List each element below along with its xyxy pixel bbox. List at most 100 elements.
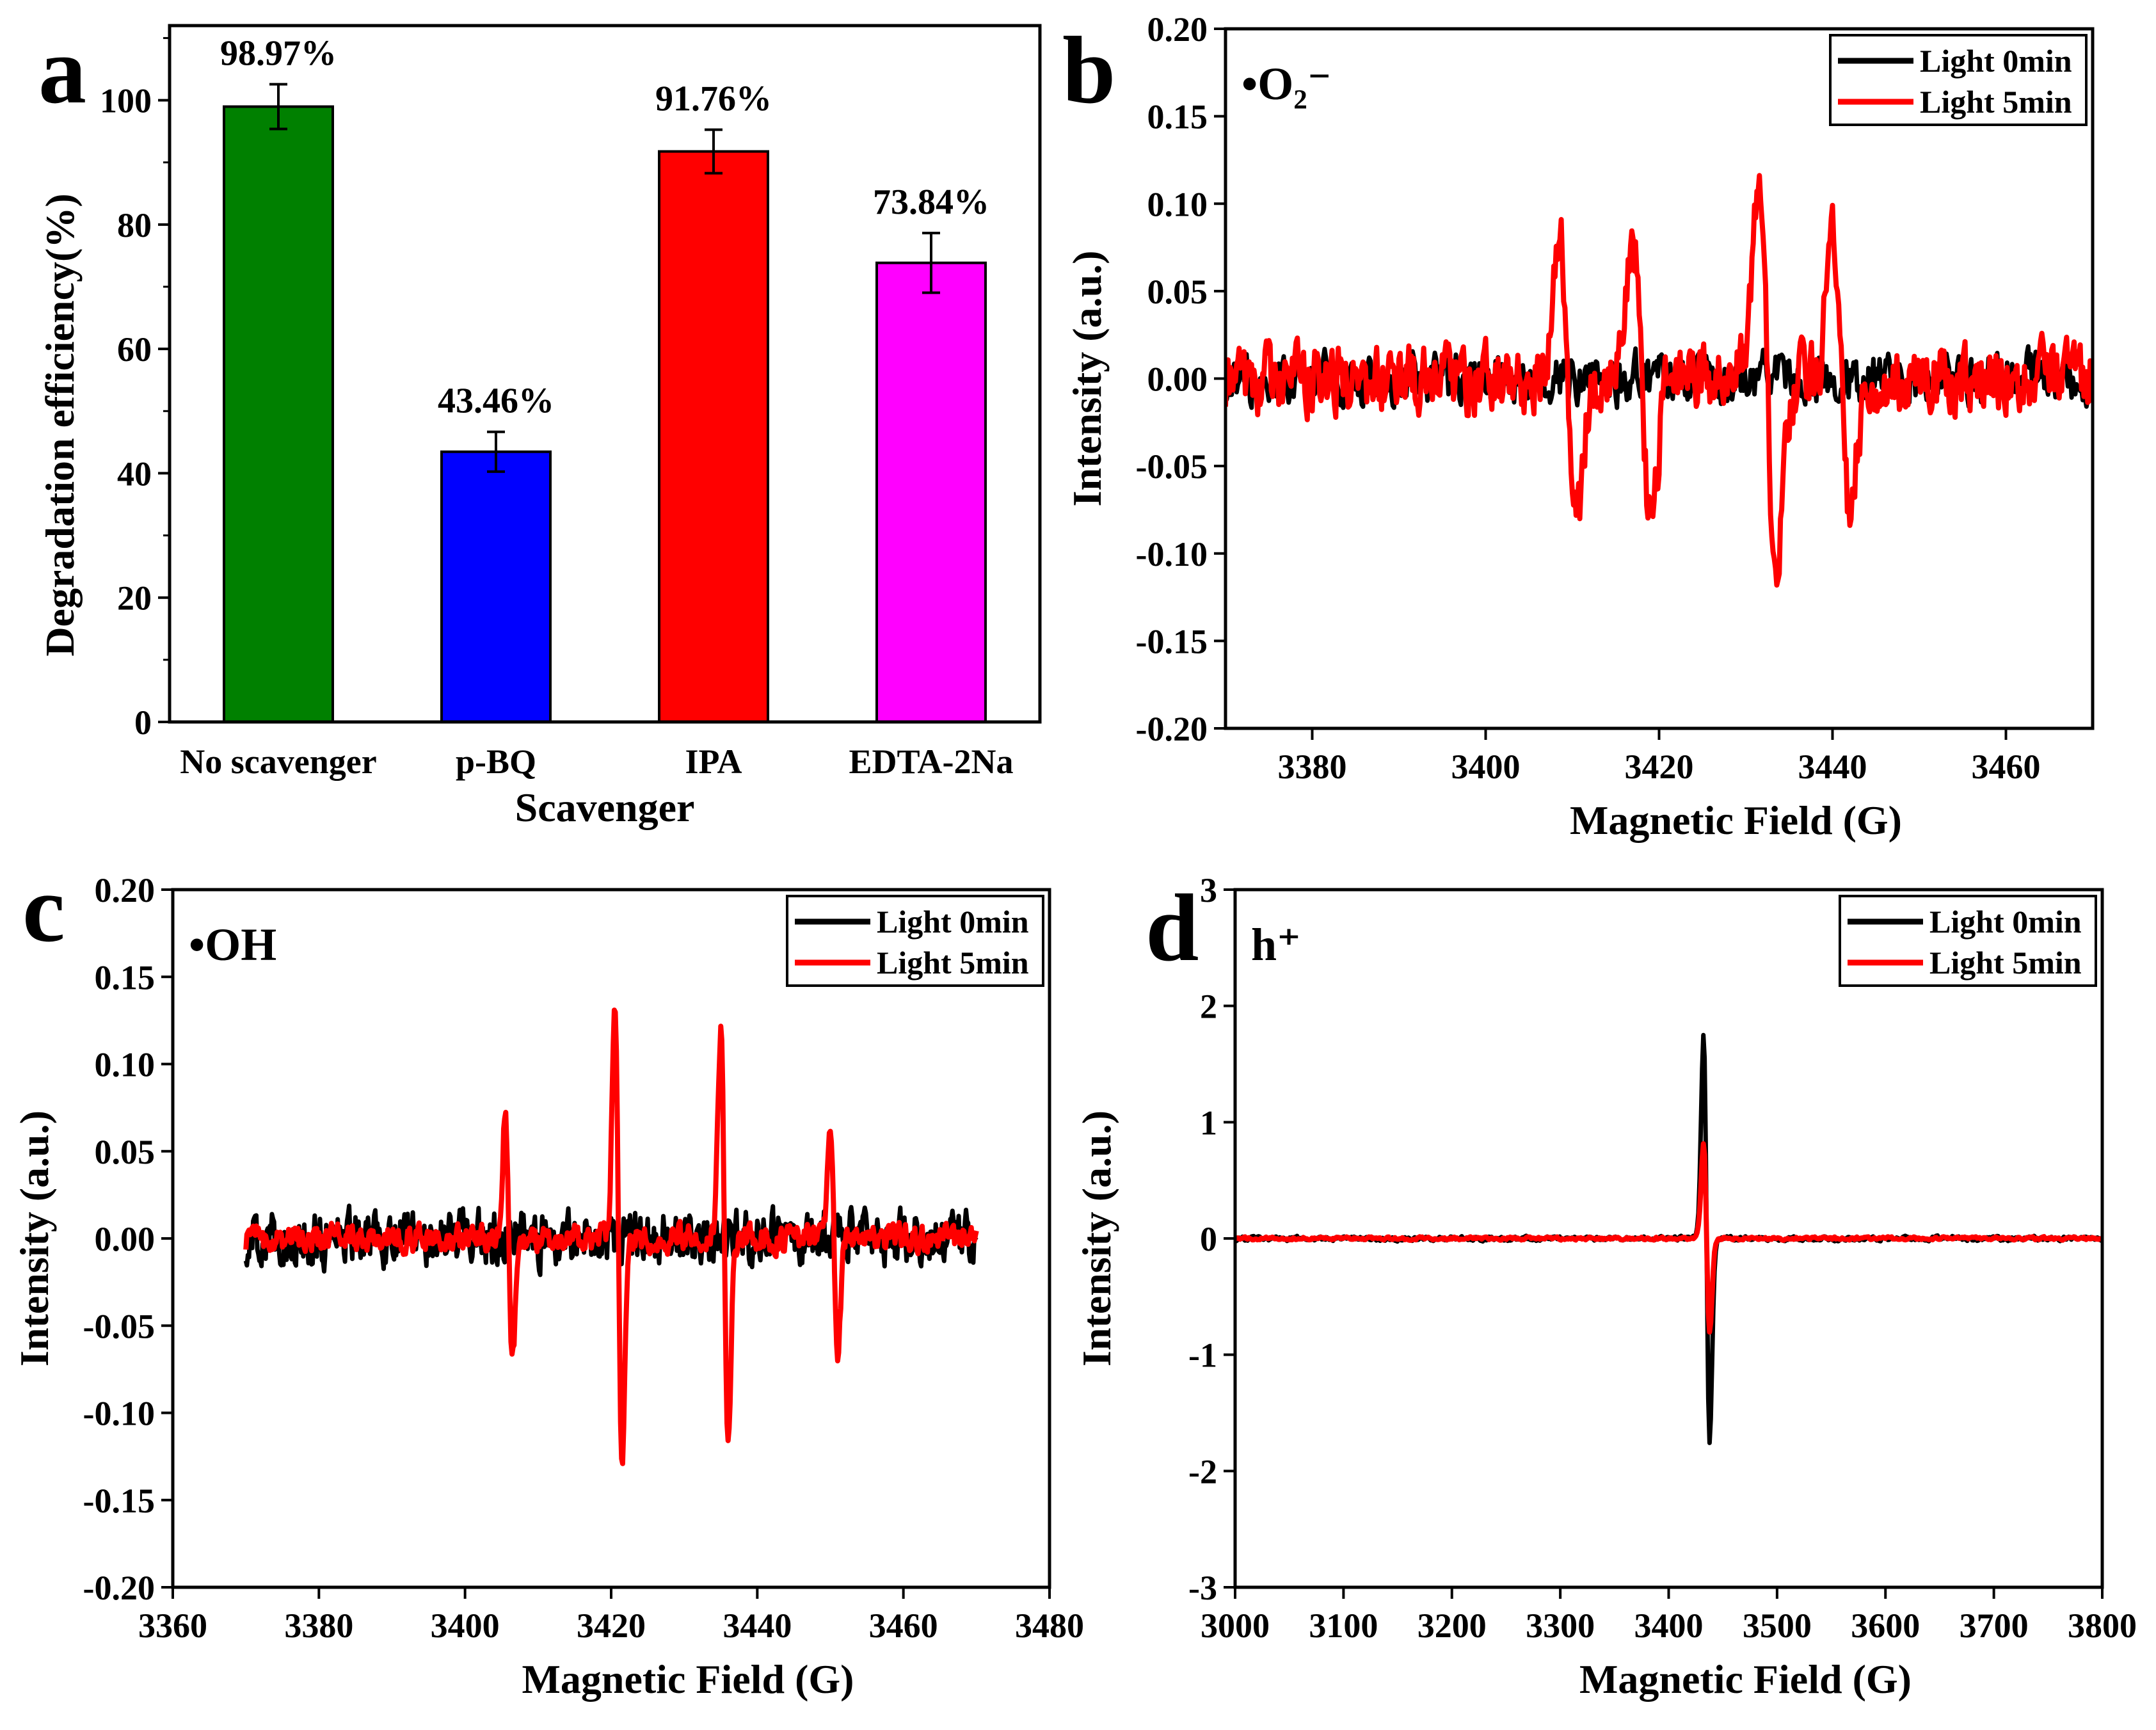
y-tick-label: 100 [100,82,152,120]
y-tick-label: -0.05 [1136,447,1208,486]
y-tick-label: 1 [1200,1103,1217,1142]
x-tick-label: 3440 [1798,748,1867,786]
x-tick-label: 3380 [1278,748,1347,786]
y-tick-label: 0.05 [95,1133,156,1171]
y-axis-label: Intensity (a.u.) [12,1110,57,1366]
value-label-4: 73.84% [873,182,989,222]
bar-3 [658,150,769,724]
y-tick-label: 0 [1200,1220,1217,1258]
x-tick-label: p-BQ [456,742,536,781]
x-tick-label: EDTA-2Na [849,742,1013,781]
legend-box [1839,895,2097,987]
y-axis-label: Intensity (a.u.) [1074,1110,1119,1366]
y-tick-label: -2 [1188,1452,1217,1491]
panel-c: 3360 3380 3400 3420 3440 3460 3480 -0.20 -0.15 -0… [12,856,1084,1702]
panel-letter: d [1146,875,1199,981]
series-line-light-5min [1235,1141,2102,1335]
plot-frame-b [1224,27,2095,730]
x-axis-label: Scavenger [515,785,695,830]
y-tick-label: -0.05 [83,1307,155,1345]
x-tick-label: 3380 [284,1606,353,1645]
series-line-light-5min [243,1007,979,1466]
value-label-2: 43.46% [438,381,554,421]
y-tick-label: 0 [134,703,152,742]
x-tick-label: 3600 [1851,1606,1920,1645]
species-label: h⁺ [1251,919,1301,970]
plot-frame-d [1233,888,2104,1589]
y-tick-label: 0.00 [1147,360,1208,399]
legend-label: Light 5min [877,945,1029,981]
y-tick-label: 2 [1200,988,1217,1026]
x-tick-label: 3400 [1451,748,1521,786]
y-tick-label: 0.05 [1147,273,1208,311]
panel-a: 98.97% No scavenger 43.46% p-BQ 91.76% IPA 73.… [37,17,1042,830]
x-tick-label: 3360 [138,1606,207,1645]
x-tick-label: 3800 [2068,1606,2137,1645]
y-tick-label: 0.10 [1147,185,1208,223]
x-tick-label: 3460 [1972,748,2041,786]
x-tick-label: 3200 [1417,1606,1487,1645]
plot-frame-c [171,888,1051,1589]
legend: Light 0min Light 5min [1839,895,2097,987]
y-tick-label: -0.15 [83,1482,155,1520]
x-tick-label: 3300 [1526,1606,1595,1645]
x-tick-label: 3100 [1309,1606,1378,1645]
y-tick-label: -0.20 [1136,710,1208,748]
legend-label: Light 5min [1929,945,2082,981]
legend: Light 0min Light 5min [1829,34,2088,126]
x-tick-label: 3480 [1015,1606,1084,1645]
y-tick-label: 0.10 [95,1046,156,1084]
panel-d: 3000 3100 3200 3300 3400 3500 3600 3700 3800 -3 -2… [1074,871,2137,1702]
panel-b: 3380 3400 3420 3440 3460 -0.20 -0.15 -0.10 -0.05… [1062,10,2095,843]
bar-2 [440,450,552,723]
y-tick-label: 0.15 [95,958,156,997]
y-tick-label: 0.20 [95,871,156,909]
plot-frame-a [168,24,1042,724]
legend-box [1829,34,2088,126]
series-line-light-5min [1226,173,2093,588]
value-label-1: 98.97% [220,34,337,74]
value-label-3: 91.76% [655,79,772,119]
y-tick-label: 3 [1200,871,1217,909]
panel-letter: a [38,17,86,124]
y-tick-label: 0.00 [95,1220,156,1258]
panel-letter: c [22,856,65,962]
x-tick-label: 3420 [577,1606,646,1645]
y-tick-label: -0.20 [83,1569,155,1607]
x-tick-label: IPA [685,742,742,781]
y-tick-label: -1 [1188,1336,1217,1375]
x-tick-label: 3440 [723,1606,792,1645]
series-line-light-0min [1226,344,2093,410]
x-tick-label: 3420 [1625,748,1694,786]
y-axis-label: Degradation efficiency(%) [37,193,83,656]
species-label: •O₂⁻ [1242,58,1332,109]
species-label: •OH [189,919,276,970]
y-axis-label: Intensity (a.u.) [1064,250,1110,506]
y-tick-label: 0.20 [1147,10,1208,49]
y-tick-label: -0.10 [1136,535,1208,573]
legend-label: Light 0min [1920,43,2072,79]
x-axis-label: Magnetic Field (G) [1579,1656,1912,1702]
x-tick-label: 3500 [1743,1606,1812,1645]
y-tick-label: -0.15 [1136,622,1208,661]
x-tick-label: 3400 [1634,1606,1704,1645]
y-tick-label: 20 [117,579,152,618]
bar-1 [223,105,334,723]
legend-label: Light 0min [1929,904,2082,940]
y-tick-label: -0.10 [83,1395,155,1433]
x-tick-label: 3400 [431,1606,500,1645]
y-tick-label: 0.15 [1147,98,1208,136]
legend-label: Light 5min [1920,84,2072,120]
y-tick-label: 80 [117,206,152,244]
legend-label: Light 0min [877,904,1029,940]
x-tick-label: No scavenger [180,742,376,781]
y-tick-label: -3 [1188,1569,1217,1607]
x-axis-label: Magnetic Field (G) [1570,797,1902,843]
x-axis-label: Magnetic Field (G) [522,1656,854,1702]
bar-4 [875,261,987,723]
x-tick-label: 3460 [869,1606,938,1645]
legend: Light 0min Light 5min [786,895,1044,987]
x-tick-label: 3000 [1201,1606,1270,1645]
x-tick-label: 3700 [1960,1606,2029,1645]
